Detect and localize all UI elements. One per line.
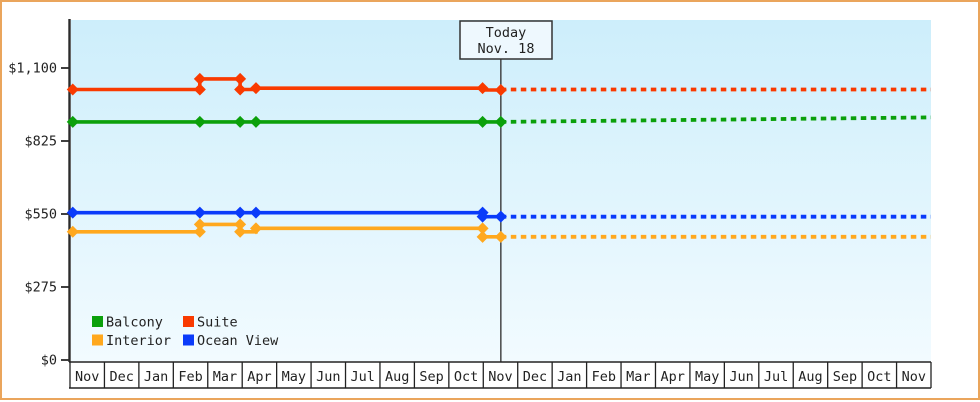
y-tick-label: $0: [41, 353, 57, 369]
series-marker-suite: [66, 83, 79, 96]
series-marker-suite: [234, 83, 247, 96]
series-forecast-balcony: [500, 115, 932, 124]
legend-swatch-suite: [183, 316, 194, 327]
month-cell-label: Sep: [419, 369, 443, 385]
series-marker-interior: [66, 225, 79, 238]
y-tick-label: $550: [24, 207, 57, 223]
series-marker-balcony: [494, 115, 507, 128]
month-cell-label: Jan: [557, 369, 581, 385]
series-marker-balcony: [193, 115, 206, 128]
legend-swatch-interior: [92, 334, 103, 346]
month-cell-label: Aug: [798, 369, 822, 385]
series-marker-interior: [476, 222, 489, 235]
month-cell-label: Oct: [867, 369, 891, 385]
month-cell-label: Oct: [454, 369, 478, 385]
legend-label-ocean-view: Ocean View: [197, 333, 279, 349]
series-marker-suite: [249, 82, 262, 95]
month-cell-label: May: [695, 369, 719, 385]
today-label-line2: Nov. 18: [478, 41, 535, 57]
month-cell-label: Jun: [729, 369, 753, 385]
today-label-line1: Today: [486, 25, 527, 41]
legend-label-suite: Suite: [197, 315, 238, 331]
month-cell-label: Nov: [902, 369, 926, 385]
series-marker-suite: [193, 83, 206, 96]
month-cell-label: May: [282, 369, 306, 385]
series-marker-suite: [476, 82, 489, 95]
series-marker-interior: [249, 222, 262, 235]
month-cell-label: Nov: [488, 369, 512, 385]
month-cell-label: Mar: [626, 369, 650, 385]
series-marker-interior: [193, 225, 206, 238]
month-cell-label: Dec: [109, 369, 133, 385]
series-marker-ocean-view: [494, 210, 507, 223]
month-cell-label: Dec: [523, 369, 547, 385]
month-cell-label: Jan: [144, 369, 168, 385]
series-marker-ocean-view: [66, 206, 79, 219]
legend-swatch-ocean-view: [183, 334, 194, 346]
series-marker-balcony: [476, 115, 489, 128]
series-marker-ocean-view: [476, 210, 489, 223]
month-cell-label: Feb: [592, 369, 616, 385]
series-marker-interior: [494, 230, 507, 243]
series-marker-interior: [193, 218, 206, 231]
series-marker-ocean-view: [249, 206, 262, 219]
series-marker-ocean-view: [234, 206, 247, 219]
month-cell-label: Aug: [385, 369, 409, 385]
series-marker-suite: [193, 72, 206, 85]
legend-label-balcony: Balcony: [106, 315, 163, 331]
month-cell-label: Jun: [316, 369, 340, 385]
series-marker-interior: [476, 230, 489, 243]
month-cell-label: Jul: [764, 369, 788, 385]
month-cell-label: Apr: [661, 369, 685, 385]
month-cell-label: Sep: [833, 369, 857, 385]
legend-label-interior: Interior: [106, 333, 171, 349]
y-tick-label: $275: [24, 280, 57, 296]
series-marker-interior: [234, 225, 247, 238]
month-cell-label: Feb: [178, 369, 202, 385]
today-box: [459, 20, 553, 60]
legend-swatch-balcony: [92, 316, 103, 327]
series-marker-suite: [234, 72, 247, 85]
series-marker-suite: [494, 84, 507, 97]
series-marker-ocean-view: [193, 206, 206, 219]
month-cell-label: Apr: [247, 369, 271, 385]
month-cell-label: Nov: [75, 369, 99, 385]
y-tick-label: $825: [24, 134, 57, 150]
series-marker-balcony: [249, 115, 262, 128]
series-marker-interior: [234, 218, 247, 231]
month-cell-label: Mar: [213, 369, 237, 385]
series-marker-balcony: [234, 115, 247, 128]
series-marker-balcony: [66, 115, 79, 128]
month-cell-label: Jul: [351, 369, 375, 385]
y-tick-label: $1,100: [8, 61, 57, 77]
